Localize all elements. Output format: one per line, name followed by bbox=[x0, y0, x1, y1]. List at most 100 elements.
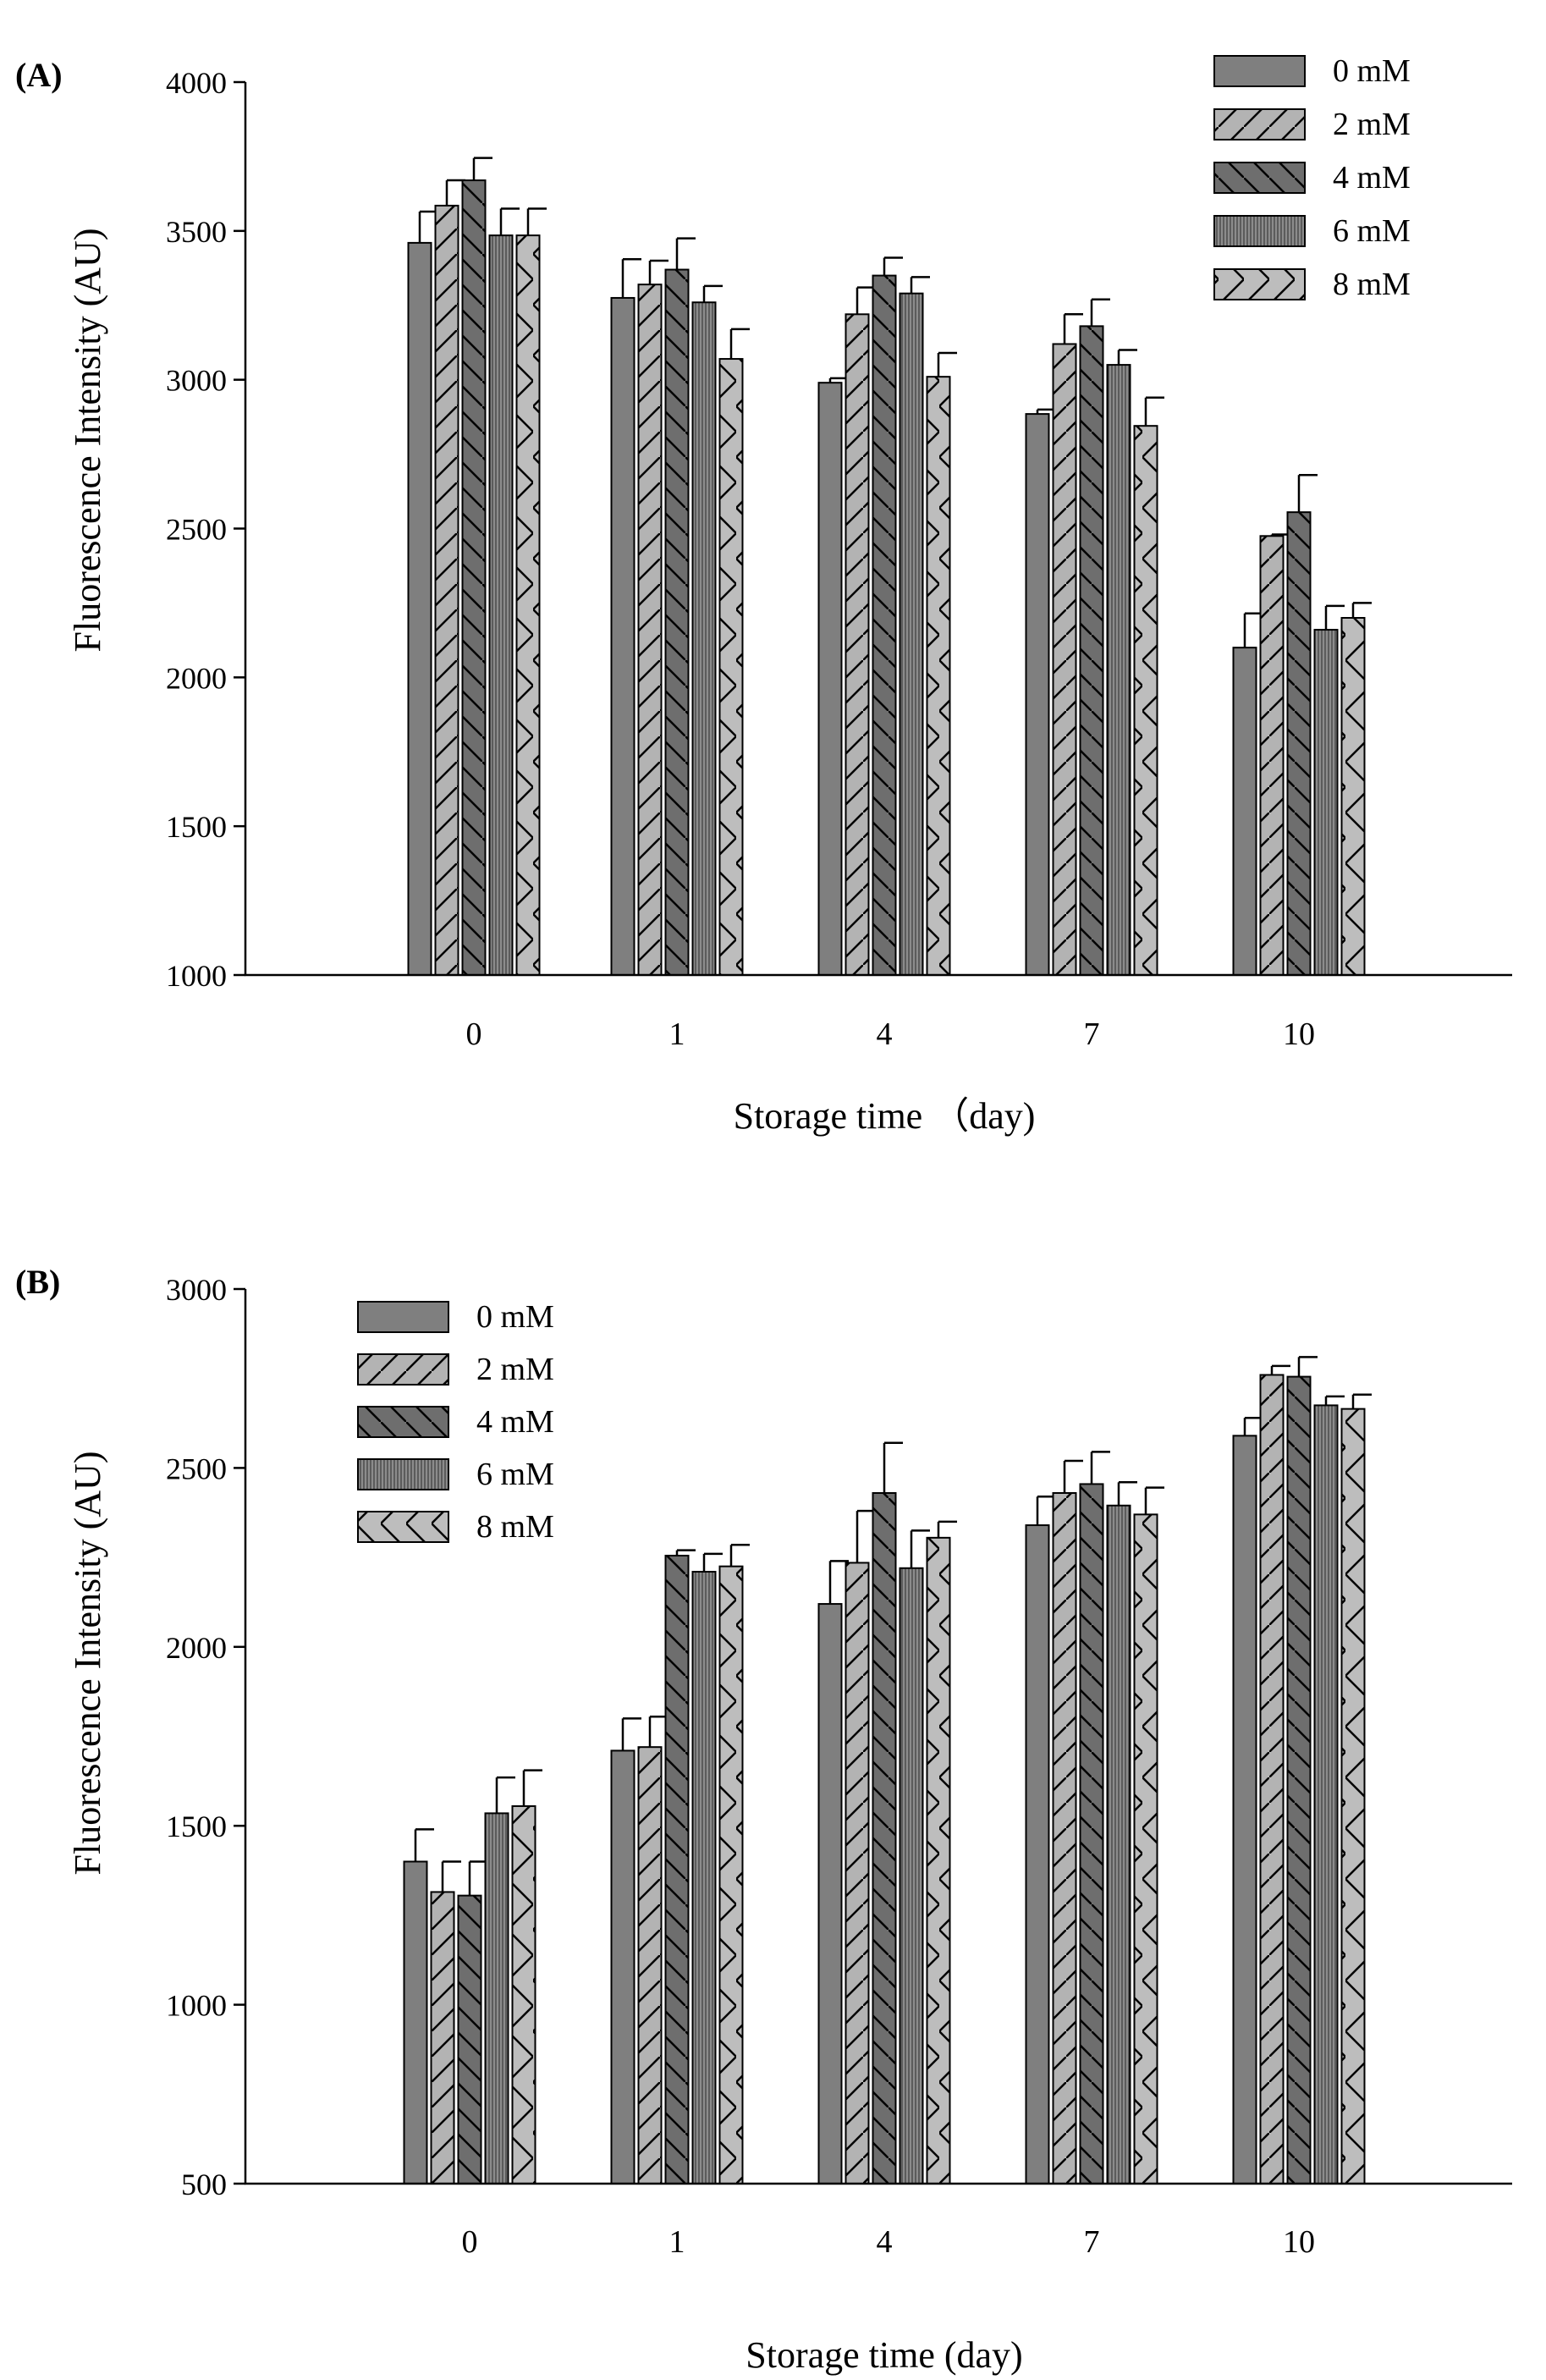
bar-hatch bbox=[719, 1566, 743, 2184]
bar-fill bbox=[408, 242, 432, 975]
bar-fill bbox=[1026, 414, 1049, 975]
legend-label: 2 mM bbox=[1333, 107, 1411, 142]
y-tick-label: 500 bbox=[181, 2168, 227, 2201]
legend-swatch-outline bbox=[1213, 108, 1306, 140]
bar-fill bbox=[1026, 1525, 1049, 2184]
x-tick-label: 4 bbox=[877, 1016, 893, 1052]
x-tick-label: 10 bbox=[1283, 2224, 1315, 2260]
bar-hatch bbox=[435, 205, 459, 976]
y-tick-label: 3500 bbox=[166, 215, 227, 249]
panel-a-bars bbox=[407, 157, 1372, 977]
panel-b: (B) Fluorescence Intensity (AU) Storage … bbox=[15, 1263, 1512, 2376]
bar-fill bbox=[818, 1604, 842, 2184]
bar-fill bbox=[1233, 1435, 1257, 2184]
bar-hatch bbox=[900, 293, 923, 975]
bar-hatch bbox=[692, 1572, 716, 2184]
legend-swatch-outline bbox=[357, 1301, 449, 1333]
legend-swatch-outline bbox=[1213, 268, 1306, 300]
legend-swatch-hatch bbox=[1214, 216, 1305, 246]
panel-b-y-axis-title: Fluorescence Intensity (AU) bbox=[67, 1452, 108, 1876]
legend-label: 8 mM bbox=[476, 1509, 554, 1545]
panel-b-legend: 0 mM 2 mM 4 mM 6 mM 8 mM bbox=[357, 1299, 554, 1545]
panel-a-x-ticks: 0 1 4 7 10 bbox=[466, 1016, 1316, 1052]
y-tick-label: 2000 bbox=[166, 661, 227, 695]
legend-swatch-outline bbox=[1213, 55, 1306, 87]
bar-hatch bbox=[872, 1492, 896, 2184]
x-tick-label: 4 bbox=[877, 2224, 893, 2260]
bar-hatch bbox=[462, 180, 486, 976]
bar-hatch bbox=[872, 275, 896, 975]
bar-hatch bbox=[845, 1562, 869, 2184]
legend-swatch-outline bbox=[357, 1511, 449, 1543]
legend-swatch-outline bbox=[357, 1406, 449, 1438]
y-tick-label: 2000 bbox=[166, 1631, 227, 1665]
x-tick-label: 0 bbox=[466, 1016, 482, 1052]
legend-swatch-outline bbox=[357, 1458, 449, 1490]
bar-hatch bbox=[1260, 1375, 1284, 2184]
legend-swatch bbox=[358, 1302, 448, 1332]
bar-hatch bbox=[1080, 326, 1103, 975]
bar-fill bbox=[404, 1861, 427, 2184]
bar-hatch bbox=[845, 314, 869, 975]
bar-hatch bbox=[1314, 1405, 1338, 2184]
bar-hatch bbox=[1053, 1492, 1076, 2184]
legend-label: 6 mM bbox=[1333, 213, 1411, 249]
bar-hatch bbox=[665, 269, 689, 975]
bar-hatch bbox=[485, 1813, 509, 2184]
x-tick-label: 7 bbox=[1084, 1016, 1100, 1052]
panel-a-label: (A) bbox=[15, 56, 63, 94]
bar-hatch bbox=[900, 1567, 923, 2184]
legend-swatch-outline bbox=[1213, 215, 1306, 247]
bar-hatch bbox=[927, 377, 950, 975]
x-tick-label: 10 bbox=[1283, 1016, 1315, 1052]
bar-hatch bbox=[692, 302, 716, 975]
bar-fill bbox=[611, 1750, 635, 2184]
panel-b-y-ticks: 500 1000 1500 2000 2500 3000 bbox=[166, 1273, 245, 2201]
bar-hatch bbox=[1260, 536, 1284, 975]
legend-label: 8 mM bbox=[1333, 267, 1411, 302]
panel-a-y-axis-title: Fluorescence Intensity (AU) bbox=[67, 229, 108, 653]
bar-fill bbox=[611, 297, 635, 975]
bar-fill bbox=[818, 383, 842, 975]
x-tick-label: 0 bbox=[462, 2224, 478, 2260]
bar-hatch bbox=[1314, 630, 1338, 975]
y-tick-label: 1000 bbox=[166, 959, 227, 993]
legend-swatch-hatch bbox=[1214, 163, 1305, 193]
x-tick-label: 7 bbox=[1084, 2224, 1100, 2260]
legend-swatch-hatch bbox=[358, 1407, 448, 1437]
panel-a-legend: 0 mM 2 mM 4 mM 6 mM 8 mM bbox=[1213, 53, 1411, 302]
y-tick-label: 3000 bbox=[166, 364, 227, 398]
y-tick-label: 1000 bbox=[166, 1989, 227, 2023]
panel-a-y-ticks: 1000 1500 2000 2500 3000 3500 4000 bbox=[166, 66, 245, 993]
bar-hatch bbox=[516, 235, 540, 975]
legend-swatch-hatch bbox=[358, 1354, 448, 1385]
y-tick-label: 1500 bbox=[166, 810, 227, 844]
bar-hatch bbox=[1107, 1505, 1131, 2184]
bar-hatch bbox=[1080, 1484, 1103, 2184]
legend-swatch-hatch bbox=[1214, 269, 1305, 300]
legend-swatch bbox=[1214, 56, 1305, 86]
bar-hatch bbox=[431, 1892, 454, 2184]
bar-hatch bbox=[512, 1805, 536, 2184]
bar-hatch bbox=[665, 1555, 689, 2184]
panel-a-x-axis-title: Storage time （day) bbox=[734, 1095, 1036, 1137]
bar-hatch bbox=[1134, 1514, 1158, 2184]
legend-swatch-hatch bbox=[358, 1459, 448, 1490]
bar-hatch bbox=[1134, 426, 1158, 975]
legend-label: 4 mM bbox=[1333, 160, 1411, 196]
panel-a: (A) Fluorescence Intensity (AU) Storage … bbox=[15, 53, 1512, 1137]
legend-label: 4 mM bbox=[476, 1404, 554, 1440]
legend-swatch-outline bbox=[1213, 162, 1306, 194]
bar-hatch bbox=[719, 359, 743, 975]
panel-b-x-ticks: 0 1 4 7 10 bbox=[462, 2224, 1316, 2260]
y-tick-label: 3000 bbox=[166, 1273, 227, 1307]
y-tick-label: 1500 bbox=[166, 1810, 227, 1843]
legend-label: 2 mM bbox=[476, 1352, 554, 1387]
legend-label: 0 mM bbox=[1333, 53, 1411, 89]
x-tick-label: 1 bbox=[669, 2224, 685, 2260]
legend-swatch-hatch bbox=[358, 1512, 448, 1542]
panel-b-label: (B) bbox=[15, 1263, 60, 1301]
legend-label: 0 mM bbox=[476, 1299, 554, 1335]
bar-hatch bbox=[638, 1747, 662, 2184]
